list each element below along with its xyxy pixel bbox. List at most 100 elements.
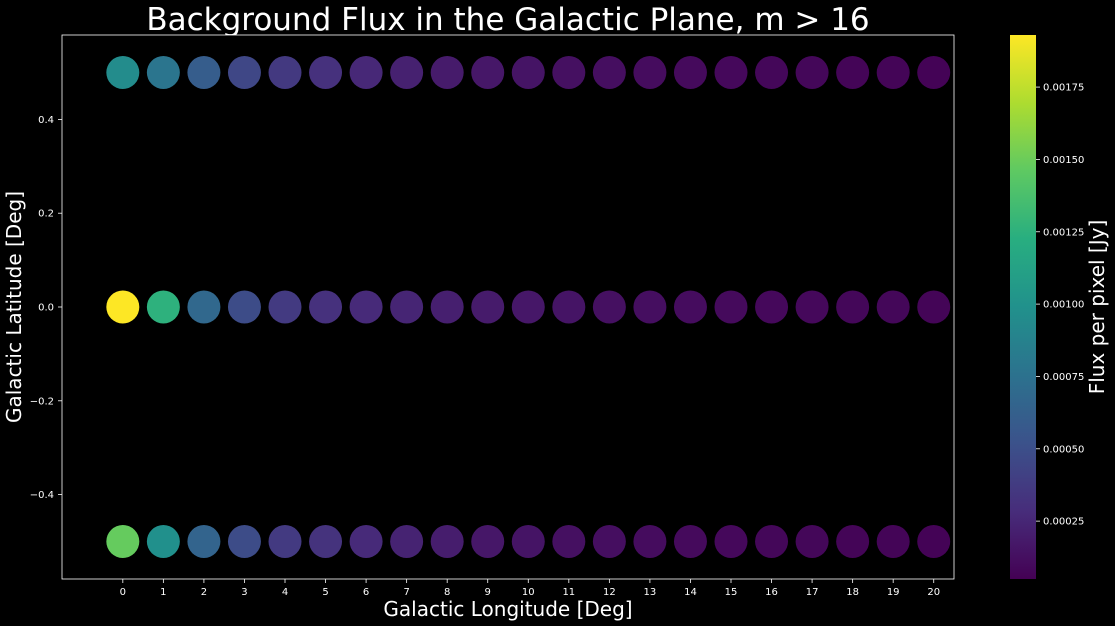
x-tick-label: 2 bbox=[201, 587, 207, 598]
scatter-point bbox=[795, 56, 829, 90]
scatter-point bbox=[633, 56, 667, 90]
scatter-point bbox=[633, 290, 667, 324]
y-tick-label: −0.4 bbox=[30, 490, 54, 501]
x-tick-label: 15 bbox=[725, 587, 738, 598]
scatter-point bbox=[106, 290, 140, 324]
x-tick-label: 4 bbox=[282, 587, 288, 598]
scatter-point bbox=[592, 56, 626, 90]
scatter-point bbox=[187, 524, 221, 558]
scatter-point bbox=[349, 524, 383, 558]
scatter-point bbox=[592, 290, 626, 324]
x-tick-label: 3 bbox=[241, 587, 247, 598]
scatter-point bbox=[430, 524, 464, 558]
x-tick-label: 18 bbox=[846, 587, 859, 598]
scatter-point bbox=[227, 290, 261, 324]
x-tick-label: 9 bbox=[485, 587, 491, 598]
scatter-point bbox=[755, 290, 789, 324]
scatter-point bbox=[552, 56, 586, 90]
scatter-point bbox=[430, 290, 464, 324]
x-tick-label: 11 bbox=[562, 587, 575, 598]
scatter-point bbox=[673, 524, 707, 558]
scatter-point bbox=[390, 524, 424, 558]
scatter-point bbox=[917, 524, 951, 558]
scatter-point bbox=[146, 56, 180, 90]
y-axis-label: Galactic Latitude [Deg] bbox=[2, 191, 26, 423]
colorbar-label: Flux per pixel [Jy] bbox=[1085, 220, 1109, 395]
scatter-point bbox=[714, 524, 748, 558]
scatter-point bbox=[309, 524, 343, 558]
scatter-point bbox=[714, 290, 748, 324]
scatter-point bbox=[349, 290, 383, 324]
scatter-point bbox=[755, 56, 789, 90]
x-tick-label: 8 bbox=[444, 587, 450, 598]
scatter-point bbox=[106, 56, 140, 90]
scatter-point bbox=[390, 290, 424, 324]
colorbar-tick-label: 0.00125 bbox=[1043, 227, 1084, 238]
x-tick-label: 14 bbox=[684, 587, 697, 598]
scatter-point bbox=[836, 56, 870, 90]
colorbar-ticks: 0.00025 0.00050 0.00075 0.00100 0.00125 0.001… bbox=[1036, 83, 1084, 528]
scatter-point bbox=[917, 290, 951, 324]
scatter-point bbox=[187, 290, 221, 324]
x-axis-ticks: 0 1 2 3 4 5 6 7 8 9 10 11 12 13 14 15 16 17 18 19 20 bbox=[120, 579, 940, 598]
x-tick-label: 13 bbox=[644, 587, 657, 598]
scatter-point bbox=[511, 56, 545, 90]
scatter-point bbox=[309, 290, 343, 324]
x-tick-label: 0 bbox=[120, 587, 126, 598]
scatter-point bbox=[876, 524, 910, 558]
x-tick-label: 17 bbox=[806, 587, 819, 598]
x-tick-label: 16 bbox=[765, 587, 778, 598]
colorbar-tick-label: 0.00175 bbox=[1043, 83, 1084, 94]
scatter-point bbox=[633, 524, 667, 558]
scatter-point bbox=[268, 524, 302, 558]
colorbar-tick-label: 0.00050 bbox=[1043, 444, 1084, 455]
scatter-point bbox=[268, 290, 302, 324]
scatter-point bbox=[836, 524, 870, 558]
colorbar bbox=[1010, 35, 1036, 579]
scatter-point bbox=[390, 56, 424, 90]
y-tick-label: −0.2 bbox=[30, 396, 54, 407]
scatter-point bbox=[552, 290, 586, 324]
scatter-point bbox=[430, 56, 464, 90]
scatter-point bbox=[106, 524, 140, 558]
scatter-point bbox=[917, 56, 951, 90]
colorbar-tick-label: 0.00150 bbox=[1043, 155, 1084, 166]
scatter-point bbox=[471, 290, 505, 324]
scatter-point bbox=[673, 56, 707, 90]
scatter-markers bbox=[106, 56, 951, 558]
scatter-point bbox=[511, 524, 545, 558]
x-tick-label: 20 bbox=[927, 587, 940, 598]
scatter-point bbox=[673, 290, 707, 324]
chart-title: Background Flux in the Galactic Plane, m… bbox=[146, 2, 869, 38]
scatter-point bbox=[592, 524, 626, 558]
scatter-point bbox=[349, 56, 383, 90]
colorbar-tick-label: 0.00100 bbox=[1043, 300, 1084, 311]
scatter-point bbox=[471, 524, 505, 558]
scatter-point bbox=[876, 56, 910, 90]
scatter-point bbox=[146, 290, 180, 324]
scatter-point bbox=[309, 56, 343, 90]
colorbar-tick-label: 0.00025 bbox=[1043, 517, 1084, 528]
y-axis-ticks: −0.4 −0.2 0.0 0.2 0.4 bbox=[30, 115, 62, 501]
scatter-point bbox=[836, 290, 870, 324]
y-tick-label: 0.0 bbox=[38, 303, 54, 314]
scatter-point bbox=[552, 524, 586, 558]
scatter-point bbox=[876, 290, 910, 324]
scatter-point bbox=[187, 56, 221, 90]
scatter-point bbox=[268, 56, 302, 90]
x-axis-label: Galactic Longitude [Deg] bbox=[383, 597, 632, 621]
scatter-point bbox=[227, 524, 261, 558]
scatter-point bbox=[146, 524, 180, 558]
x-tick-label: 12 bbox=[603, 587, 616, 598]
scatter-point bbox=[795, 290, 829, 324]
x-tick-label: 1 bbox=[160, 587, 166, 598]
scatter-point bbox=[227, 56, 261, 90]
scatter-point bbox=[755, 524, 789, 558]
x-tick-label: 19 bbox=[887, 587, 900, 598]
scatter-point bbox=[714, 56, 748, 90]
y-tick-label: 0.2 bbox=[38, 209, 54, 220]
scatter-point bbox=[795, 524, 829, 558]
x-tick-label: 7 bbox=[403, 587, 409, 598]
scatter-point bbox=[511, 290, 545, 324]
